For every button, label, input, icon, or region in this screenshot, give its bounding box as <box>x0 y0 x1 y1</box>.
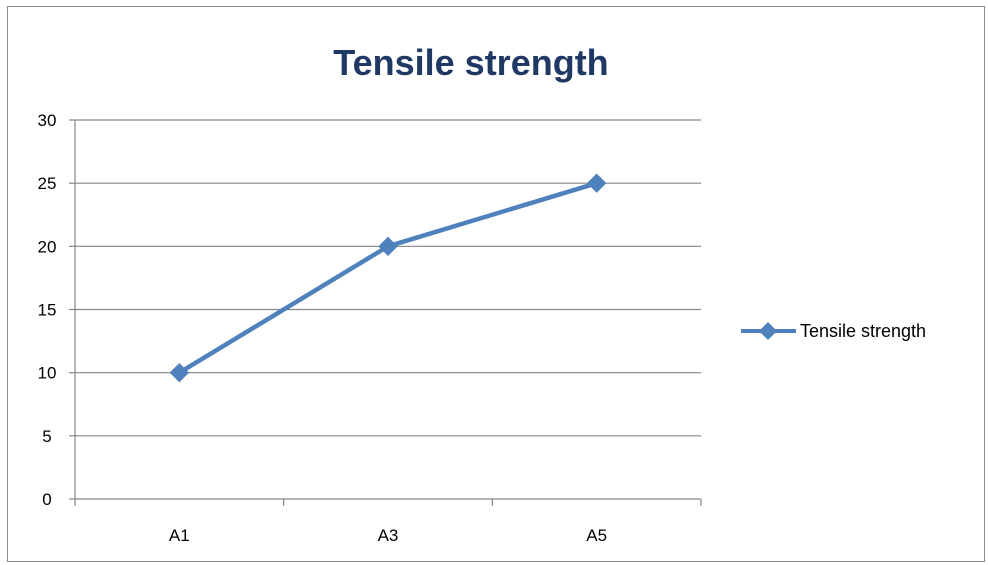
data-point-diamond <box>586 173 607 193</box>
x-tick-label: A5 <box>586 526 607 545</box>
x-tick-label: A1 <box>169 526 190 545</box>
y-tick-label: 0 <box>42 490 51 509</box>
series-line <box>178 181 598 375</box>
y-tick-label: 30 <box>38 111 57 130</box>
y-tick-label: 5 <box>42 427 51 446</box>
y-tick-label: 10 <box>38 364 57 383</box>
series-layer <box>169 173 607 383</box>
chart-title: Tensile strength <box>333 42 608 83</box>
chart-frame <box>7 6 985 562</box>
axes <box>74 120 702 506</box>
gridlines <box>69 119 701 500</box>
x-tick-label: A3 <box>378 526 399 545</box>
y-tick-label: 20 <box>38 237 57 256</box>
data-point-diamond <box>169 362 190 383</box>
legend-label: Tensile strength <box>800 321 926 341</box>
y-tick-label: 15 <box>38 301 57 320</box>
legend-diamond-marker <box>759 322 777 340</box>
legend: Tensile strength <box>741 321 926 341</box>
y-tick-label: 25 <box>38 174 57 193</box>
data-point-diamond <box>378 236 398 257</box>
x-tick-labels: A1 A3 A5 <box>169 526 607 545</box>
y-tick-labels: 0 5 10 15 20 25 30 <box>38 111 57 509</box>
